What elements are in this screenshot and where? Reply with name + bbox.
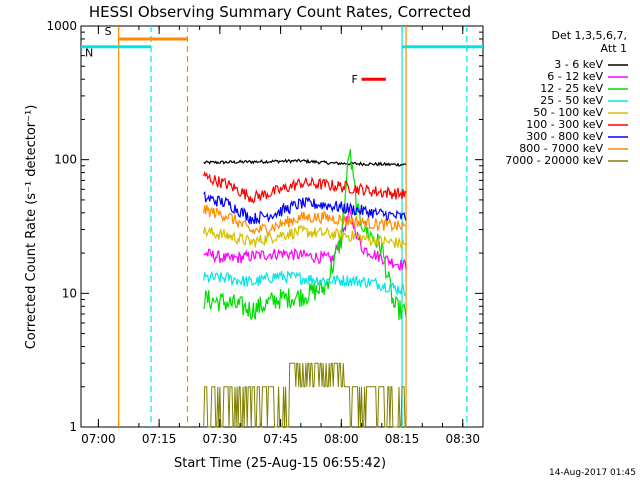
series-line: [203, 225, 407, 250]
y-tick-label: 10: [62, 286, 77, 300]
series-line: [203, 149, 407, 321]
y-tick-label: 100: [54, 153, 77, 167]
flag-label: N: [85, 47, 93, 60]
x-tick-label: 07:15: [142, 432, 177, 446]
series-line: [203, 170, 407, 204]
legend-header-2: Att 1: [601, 42, 627, 55]
y-tick-label: 1: [69, 420, 77, 434]
legend-label: 7000 - 20000 keV: [505, 154, 603, 167]
x-tick-label: 07:00: [81, 432, 116, 446]
legend-label: 6 - 12 keV: [547, 70, 603, 83]
flag-label: F: [352, 73, 358, 86]
legend-label: 50 - 100 keV: [533, 106, 603, 119]
plot-area: 1 10 100 1000 07:00 07:15 07:30 07:45 08:00 08:15…: [46, 19, 484, 446]
series-line: [203, 206, 407, 271]
legend-label: 12 - 25 keV: [540, 82, 603, 95]
legend-label: 25 - 50 keV: [540, 94, 603, 107]
legend-header-1: Det 1,3,5,6,7,: [551, 29, 627, 42]
legend-label: 3 - 6 keV: [554, 58, 603, 71]
x-tick-label: 08:30: [445, 432, 480, 446]
timestamp: 14-Aug-2017 01:45: [549, 468, 636, 478]
x-tick-label: 08:15: [385, 432, 420, 446]
x-tick-label: 07:45: [263, 432, 298, 446]
legend-label: 100 - 300 keV: [526, 118, 603, 131]
legend-label: 800 - 7000 keV: [519, 142, 603, 155]
series-line: [203, 190, 407, 226]
y-tick-label: 1000: [46, 19, 77, 33]
series-line: [203, 362, 407, 428]
series-line: [203, 158, 407, 167]
y-axis-label: Corrected Count Rate (s⁻¹ detector⁻¹): [24, 105, 39, 350]
x-tick-label: 07:30: [203, 432, 238, 446]
flag-label: S: [105, 25, 112, 38]
x-tick-label: 08:00: [324, 432, 359, 446]
x-axis-label: Start Time (25-Aug-15 06:55:42): [174, 456, 386, 471]
series-line: [203, 270, 407, 297]
series-line: [203, 204, 407, 235]
chart-title: HESSI Observing Summary Count Rates, Cor…: [89, 3, 471, 21]
legend-label: 300 - 800 keV: [526, 130, 603, 143]
